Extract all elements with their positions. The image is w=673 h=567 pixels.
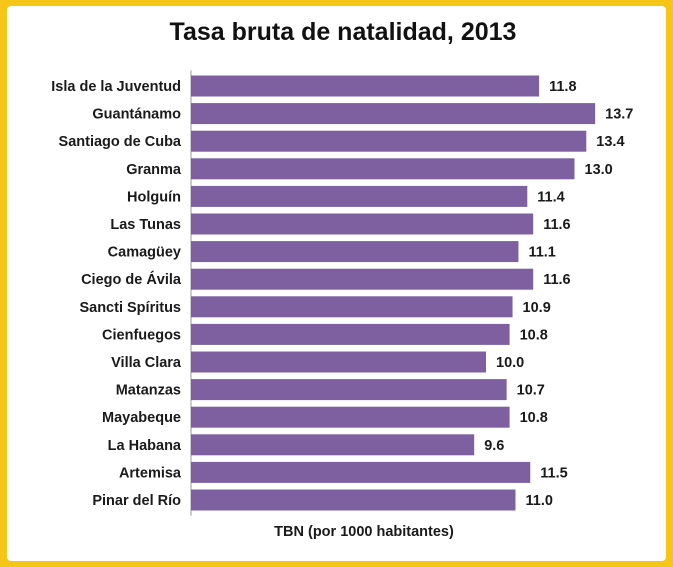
category-label: Ciego de Ávila <box>81 271 182 288</box>
bar-chart: Tasa bruta de natalidad, 2013 Isla de la… <box>51 18 633 540</box>
category-label: Matanzas <box>116 383 181 399</box>
value-label: 13.7 <box>605 107 633 123</box>
value-label: 10.0 <box>496 355 524 371</box>
category-label: Pinar del Río <box>92 493 181 509</box>
value-label: 10.8 <box>520 410 548 426</box>
category-label: Holguín <box>127 189 181 205</box>
category-label: Cienfuegos <box>102 327 181 343</box>
value-label: 13.0 <box>585 162 613 178</box>
value-label: 11.4 <box>537 189 564 205</box>
bar <box>191 489 516 511</box>
category-label: Granma <box>126 162 182 178</box>
bars-group <box>191 75 596 511</box>
bar <box>191 351 486 373</box>
bar <box>191 75 540 97</box>
bar <box>191 213 534 235</box>
value-label: 11.1 <box>528 245 555 261</box>
category-labels-group: Isla de la Juventud Guantánamo Santiago de… <box>51 79 182 509</box>
value-label: 10.8 <box>520 327 548 343</box>
category-label: Artemisa <box>119 465 182 481</box>
bar <box>191 379 507 401</box>
bar <box>191 296 513 318</box>
value-label: 11.6 <box>543 272 570 288</box>
value-label: 11.0 <box>526 493 553 509</box>
bar <box>191 158 575 180</box>
category-label: Sancti Spíritus <box>79 300 181 316</box>
bar <box>191 103 596 125</box>
chart-frame: Tasa bruta de natalidad, 2013 Isla de la… <box>7 6 666 561</box>
category-label: Santiago de Cuba <box>59 134 182 150</box>
bar <box>191 406 510 428</box>
bar <box>191 323 510 345</box>
bar <box>191 434 475 456</box>
bar <box>191 461 531 483</box>
category-label: Mayabeque <box>102 410 181 426</box>
chart-title: Tasa bruta de natalidad, 2013 <box>170 18 517 46</box>
value-label: 9.6 <box>484 438 504 454</box>
category-label: Guantánamo <box>92 107 181 123</box>
value-label: 11.8 <box>549 79 576 95</box>
category-label: Las Tunas <box>110 217 181 233</box>
category-label: Villa Clara <box>111 355 182 371</box>
value-label: 10.7 <box>517 383 545 399</box>
category-label: La Habana <box>108 438 182 454</box>
value-label: 13.4 <box>596 134 624 150</box>
value-label: 10.9 <box>523 300 551 316</box>
bar <box>191 268 534 290</box>
category-label: Camagüey <box>108 245 181 261</box>
bar <box>191 185 528 207</box>
category-label: Isla de la Juventud <box>51 79 181 95</box>
bar <box>191 130 587 152</box>
bar <box>191 241 519 263</box>
value-label: 11.5 <box>540 465 567 481</box>
value-labels-group: 11.8 13.7 13.4 13.0 11.4 11.6 11.1 11.6 10.9 10.8… <box>484 79 633 509</box>
x-axis-label: TBN (por 1000 habitantes) <box>274 524 454 540</box>
value-label: 11.6 <box>543 217 570 233</box>
